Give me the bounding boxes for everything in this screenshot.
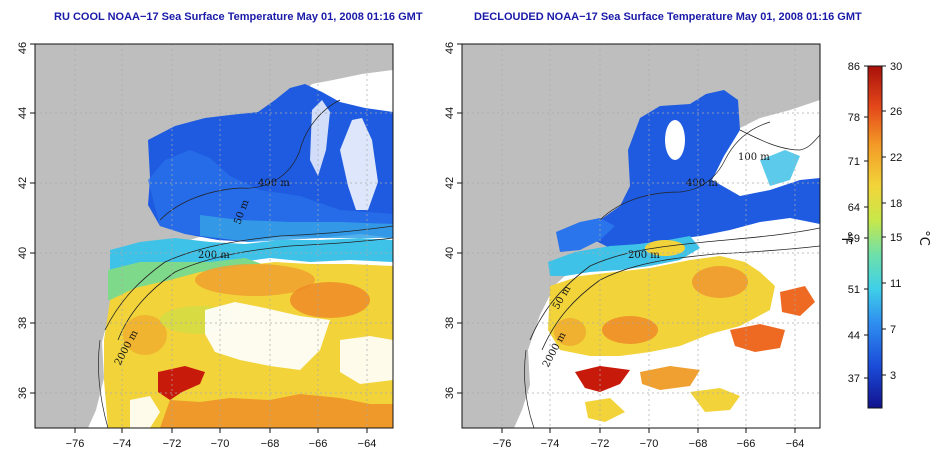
right-y-tick: 44: [444, 107, 456, 119]
left-y-tick: 46: [17, 42, 29, 54]
left-y-tick: 44: [17, 107, 29, 119]
cold-water: [590, 90, 820, 248]
land-mass: [35, 44, 393, 428]
right-panel-title: DECLOUDED NOAA−17 Sea Surface Temperatur…: [474, 11, 862, 23]
left-map-panel: 200 m 2000 m 400 m 50 m: [35, 44, 393, 428]
right-map-panel: 200 m 2000 m 100 m 400 m 50 m: [462, 44, 820, 428]
isobath-label-400m: 400 m: [258, 178, 290, 189]
right-x-tick: −66: [737, 438, 756, 450]
right-x-tick: −68: [689, 438, 708, 450]
cloud-patch: [205, 302, 330, 370]
colorbar-f-tick: 44: [848, 330, 860, 342]
isobath-label-400m: 400 m: [686, 178, 718, 189]
isobath-label-200m: 200 m: [628, 250, 660, 261]
colorbar-c-tick: 26: [890, 106, 902, 118]
colorbar-c-unit: °C: [916, 230, 931, 246]
colorbar-f-tick: 37: [848, 373, 860, 385]
left-map-frame: [34, 43, 394, 429]
isobath-label-200m: 200 m: [198, 250, 230, 261]
left-x-tick: −72: [163, 438, 182, 450]
left-y-tick: 42: [17, 177, 29, 189]
left-axis-ticks: [30, 43, 368, 433]
right-x-tick: −64: [786, 438, 805, 450]
left-x-tick: −76: [66, 438, 85, 450]
right-map-frame: [461, 43, 821, 429]
colorbar-c-tick: 11: [890, 278, 901, 290]
left-y-tick: 36: [17, 387, 29, 399]
left-x-tick: −70: [211, 438, 230, 450]
colorbar-f-tick: 64: [848, 202, 860, 214]
colorbar-c-tick: 18: [890, 198, 902, 210]
colorbar-c-tick: 15: [890, 232, 902, 244]
isobath-label-100m: 100 m: [738, 152, 770, 163]
left-x-tick: −74: [113, 438, 132, 450]
left-x-tick: −68: [261, 438, 280, 450]
right-y-tick: 40: [444, 247, 456, 259]
right-x-tick: −76: [493, 438, 512, 450]
right-x-tick: −70: [640, 438, 659, 450]
right-y-tick: 42: [444, 177, 456, 189]
colorbar: [867, 65, 883, 409]
colorbar-f-tick: 78: [848, 112, 860, 124]
right-y-tick: 46: [444, 42, 456, 54]
right-axis-ticks: [457, 43, 796, 433]
colorbar-f-unit: °F: [838, 231, 853, 245]
colorbar-f-tick: 71: [848, 156, 860, 168]
right-y-tick: 36: [444, 387, 456, 399]
colorbar-c-tick: 3: [890, 370, 896, 382]
left-x-tick: −64: [358, 438, 377, 450]
left-y-tick: 38: [17, 317, 29, 329]
colorbar-c-tick: 7: [890, 324, 896, 336]
right-y-tick: 38: [444, 317, 456, 329]
right-x-tick: −72: [591, 438, 610, 450]
right-x-tick: −74: [541, 438, 560, 450]
colorbar-c-tick: 30: [890, 61, 902, 73]
colorbar-f-tick: 59: [848, 233, 860, 245]
left-y-tick: 40: [17, 247, 29, 259]
left-x-tick: −66: [309, 438, 328, 450]
colorbar-f-tick: 51: [848, 284, 860, 296]
left-panel-title: RU COOL NOAA−17 Sea Surface Temperature …: [54, 11, 423, 23]
colorbar-f-tick: 86: [848, 61, 860, 73]
colorbar-c-tick: 22: [890, 152, 902, 164]
